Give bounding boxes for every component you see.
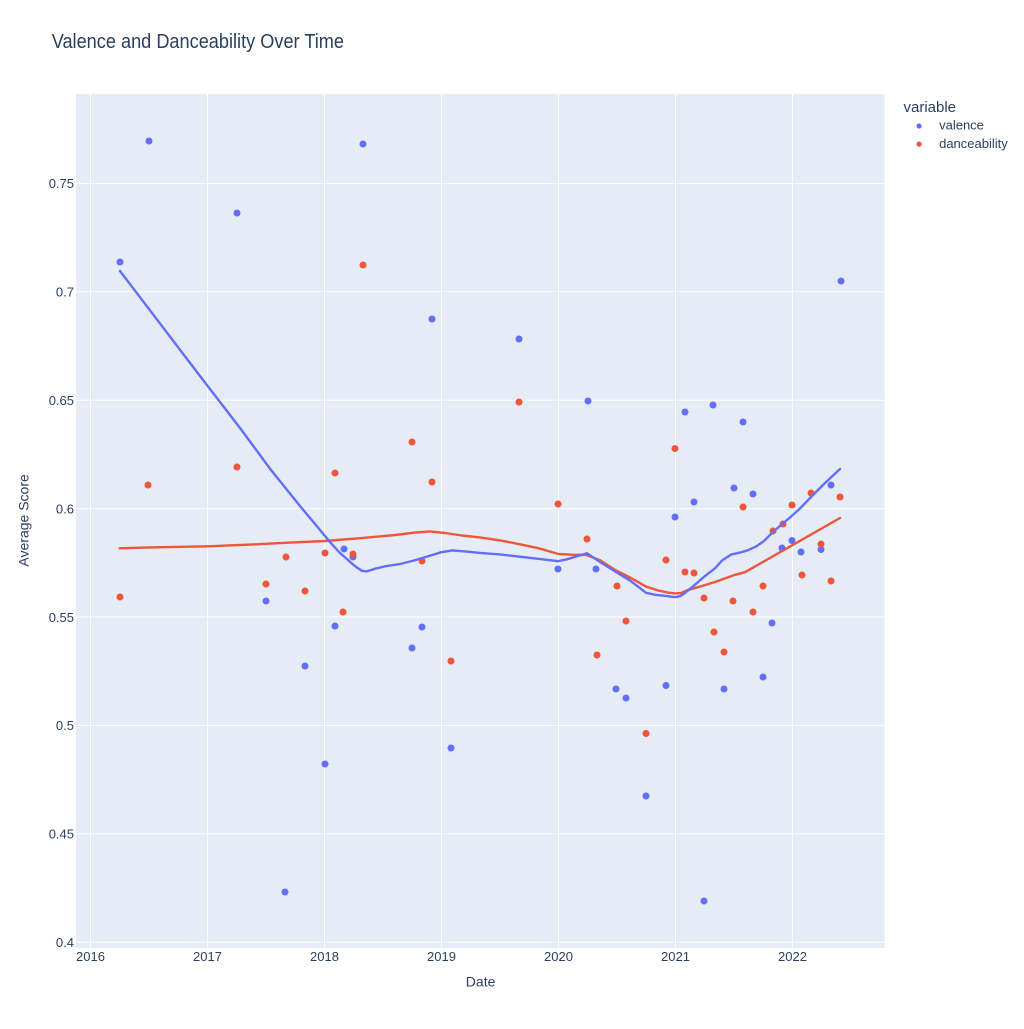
svg-text:Date: Date bbox=[466, 974, 496, 990]
svg-text:0.4: 0.4 bbox=[56, 935, 74, 950]
svg-text:2017: 2017 bbox=[193, 949, 222, 964]
svg-text:2016: 2016 bbox=[76, 949, 105, 964]
svg-text:0.5: 0.5 bbox=[56, 718, 74, 733]
svg-text:Average Score: Average Score bbox=[15, 474, 31, 567]
svg-text:2019: 2019 bbox=[427, 949, 456, 964]
svg-text:2021: 2021 bbox=[661, 949, 690, 964]
svg-text:0.6: 0.6 bbox=[56, 501, 74, 516]
svg-text:0.55: 0.55 bbox=[49, 610, 74, 625]
svg-text:0.7: 0.7 bbox=[56, 285, 74, 300]
svg-text:0.75: 0.75 bbox=[49, 176, 74, 191]
svg-text:valence: valence bbox=[939, 118, 984, 133]
svg-text:0.65: 0.65 bbox=[49, 393, 74, 408]
svg-text:2022: 2022 bbox=[778, 949, 807, 964]
svg-text:danceability: danceability bbox=[939, 136, 1008, 151]
svg-text:variable: variable bbox=[904, 99, 957, 116]
svg-text:2020: 2020 bbox=[544, 949, 573, 964]
svg-text:2018: 2018 bbox=[310, 949, 339, 964]
svg-text:0.45: 0.45 bbox=[49, 827, 74, 842]
svg-text:Valence and Danceability Over: Valence and Danceability Over Time bbox=[52, 31, 344, 53]
